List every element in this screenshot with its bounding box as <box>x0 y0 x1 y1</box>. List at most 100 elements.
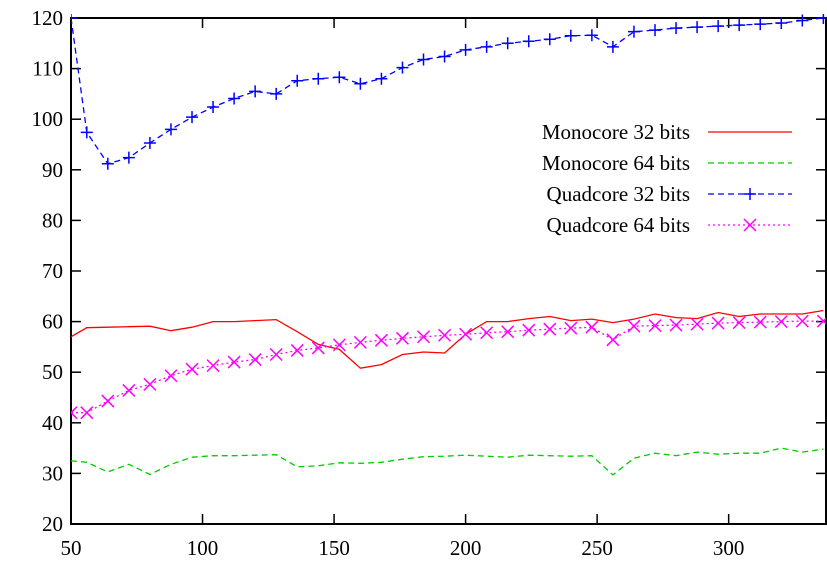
data-point <box>775 17 788 30</box>
data-point <box>606 333 620 347</box>
series-4 <box>71 314 826 420</box>
data-point <box>712 20 725 33</box>
data-point <box>417 53 430 66</box>
series-line <box>71 17 824 165</box>
axes: 20 30 40 50 60 70 80 90 100 110 120 50 100 150 200 250 3… <box>32 6 827 560</box>
series-group <box>71 14 826 476</box>
y-tick-label: 70 <box>42 259 63 283</box>
y-tick-label: 60 <box>42 310 63 334</box>
data-point <box>80 126 93 139</box>
y-tick-label: 90 <box>42 158 63 182</box>
y-tick-label: 80 <box>42 208 63 232</box>
data-point <box>816 314 826 328</box>
data-point <box>627 319 641 333</box>
y-tick-label: 110 <box>32 57 63 81</box>
data-point <box>248 353 262 367</box>
data-point <box>354 77 367 90</box>
y-tick-label: 30 <box>42 461 63 485</box>
data-point <box>438 328 452 342</box>
data-point <box>585 29 598 42</box>
data-point <box>228 92 241 105</box>
legend-item: Monocore 32 bits <box>542 120 792 144</box>
data-point <box>522 35 535 48</box>
data-point <box>122 151 135 164</box>
data-point <box>753 315 767 329</box>
data-point <box>543 33 556 46</box>
data-point <box>207 101 220 114</box>
data-point <box>312 72 325 85</box>
legend-item: Quadcore 32 bits <box>547 182 792 206</box>
series-2 <box>71 447 824 476</box>
series-line <box>71 320 824 414</box>
legend-marker <box>743 218 757 232</box>
data-point <box>332 338 346 352</box>
data-point <box>80 406 94 420</box>
data-point <box>480 40 493 53</box>
data-point <box>291 74 304 87</box>
legend-label: Quadcore 64 bits <box>547 213 690 237</box>
x-tick-label: 150 <box>318 536 350 560</box>
data-point <box>71 14 77 24</box>
data-point <box>711 316 725 330</box>
data-point <box>186 111 199 124</box>
data-point <box>333 71 346 84</box>
legend-marker <box>744 188 756 200</box>
x-tick-label: 50 <box>61 536 82 560</box>
data-point <box>164 123 177 136</box>
data-point <box>71 406 78 420</box>
legend-label: Monocore 32 bits <box>542 120 690 144</box>
series-1 <box>71 309 824 369</box>
data-point <box>754 18 767 31</box>
data-point <box>817 14 826 24</box>
data-point <box>669 318 683 332</box>
data-point <box>374 333 388 347</box>
data-point <box>459 327 473 341</box>
data-point <box>649 24 662 37</box>
legend-item: Monocore 64 bits <box>542 151 792 175</box>
data-point <box>480 326 494 340</box>
data-point <box>691 21 704 34</box>
y-tick-label: 40 <box>42 411 63 435</box>
x-tick-label: 250 <box>581 536 613 560</box>
data-point <box>122 383 136 397</box>
y-tick-label: 50 <box>42 360 63 384</box>
data-point <box>270 87 283 100</box>
plot-frame <box>70 17 827 525</box>
y-tick-label: 20 <box>42 512 63 536</box>
data-point <box>290 343 304 357</box>
data-point <box>690 317 704 331</box>
data-point <box>459 43 472 56</box>
data-point <box>227 355 241 369</box>
y-tick-label: 120 <box>32 6 64 30</box>
legend: Monocore 32 bits Monocore 64 bits Quadcore… <box>542 120 792 237</box>
data-point <box>543 322 557 336</box>
data-point <box>522 323 536 337</box>
data-point <box>269 347 283 362</box>
series-line <box>71 309 824 369</box>
x-tick-label: 200 <box>450 536 482 560</box>
data-point <box>101 394 115 408</box>
data-point <box>396 61 409 74</box>
legend-label: Monocore 64 bits <box>542 151 690 175</box>
data-point <box>627 25 640 38</box>
data-point <box>733 19 746 32</box>
data-point <box>648 319 662 333</box>
data-point <box>564 29 577 42</box>
y-tick-label: 100 <box>32 107 64 131</box>
data-point <box>796 14 809 27</box>
data-point <box>143 136 156 149</box>
data-point <box>101 157 114 170</box>
data-point <box>395 331 409 345</box>
data-point <box>670 22 683 35</box>
data-point <box>774 315 788 329</box>
data-point <box>375 72 388 85</box>
data-point <box>311 341 325 355</box>
data-point <box>795 314 809 328</box>
x-tick-label: 300 <box>713 536 745 560</box>
data-point <box>164 369 178 383</box>
series-3 <box>71 14 826 170</box>
data-point <box>564 321 578 335</box>
legend-item: Quadcore 64 bits <box>547 213 792 237</box>
x-tick-label: 100 <box>187 536 219 560</box>
